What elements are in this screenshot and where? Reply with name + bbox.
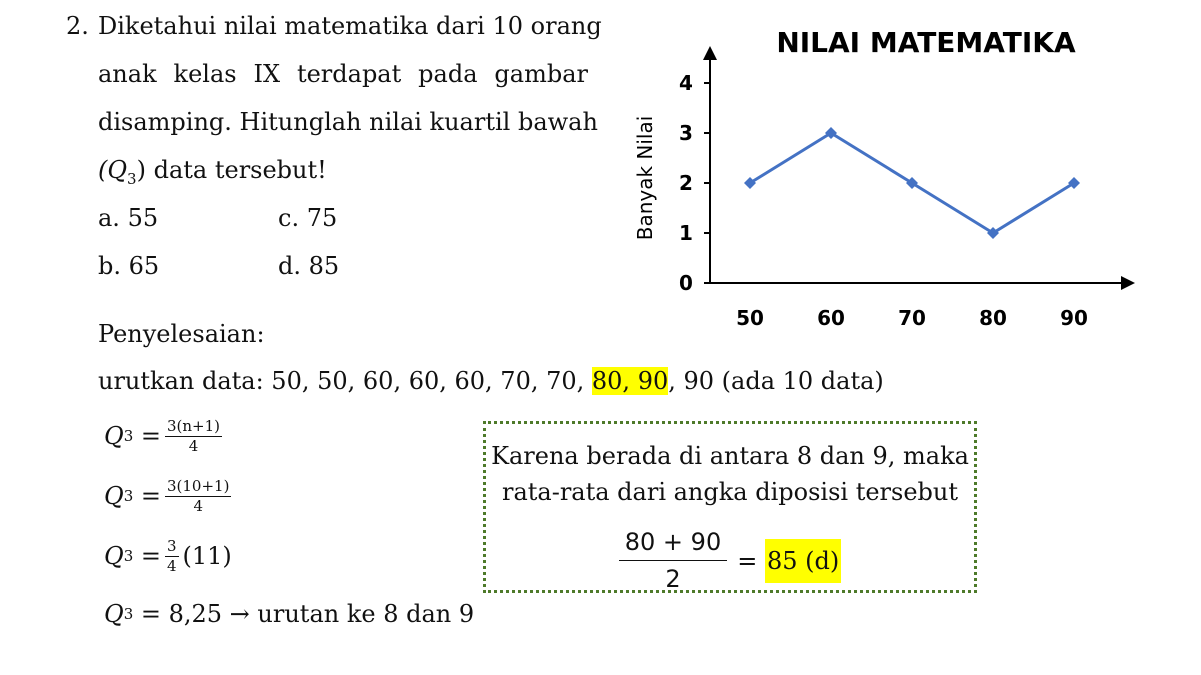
solution-heading: Penyelesaian: [98,320,265,348]
box-equals: = [737,546,758,575]
question-line-2: anak kelas IX terdapat pada gambar [98,60,588,88]
y-tick-label: 4 [679,71,693,95]
chart-axes [703,46,1135,290]
question-line-4-rest: ) data tersebut! [136,156,327,184]
y-tick-label: 1 [679,221,693,245]
chart-ticks: 0 1 2 3 4 50 60 70 80 90 [679,71,1088,330]
line-chart: NILAI MATEMATIKA Banyak Nilai 0 1 2 3 4 50 60 7… [600,18,1140,348]
data-point-marker [906,177,918,189]
question-q-symbol: (Q3 [98,156,137,188]
x-tick-label: 90 [1060,306,1088,330]
chart-svg: NILAI MATEMATIKA Banyak Nilai 0 1 2 3 4 50 60 7… [633,26,1135,330]
sorted-data-highlight: 80, 90 [591,367,669,395]
explanation-box: Karena berada di antara 8 dan 9, maka ra… [483,421,977,593]
box-answer: 85 (d) [764,538,842,583]
y-tick-label: 0 [679,271,693,295]
x-tick-label: 70 [898,306,926,330]
data-point-marker [1068,177,1080,189]
y-tick-label: 3 [679,121,693,145]
eq3-rest: (11) [182,542,232,570]
question-line-1: Diketahui nilai matematika dari 10 orang [98,12,602,40]
question-line-4: (Q3) data tersebut! [98,156,327,188]
chart-series [744,127,1080,239]
data-point-marker [744,177,756,189]
box-frac-denominator: 2 [665,565,681,593]
x-tick-label: 80 [979,306,1007,330]
question-number: 2. [66,12,89,40]
box-line-1: Karena berada di antara 8 dan 9, maka [491,442,969,470]
sorted-data-line: urutkan data: 50, 50, 60, 60, 60, 70, 70… [98,367,884,395]
data-point-marker [825,127,837,139]
eq2-numerator: 3(10+1) [164,477,232,497]
sorted-data-suffix: , 90 (ada 10 data) [668,367,884,395]
sorted-data-prefix: urutkan data: 50, 50, 60, 60, 60, 70, 70… [98,367,592,395]
chart-title: NILAI MATEMATIKA [776,26,1076,59]
x-tick-label: 60 [817,306,845,330]
question-line-3: disamping. Hitunglah nilai kuartil bawah [98,108,598,136]
y-tick-label: 2 [679,171,693,195]
x-axis-arrow [1121,276,1135,290]
box-line-2: rata-rata dari angka diposisi tersebut [501,478,959,506]
box-equation: 80 + 90 2 = 85 (d) [486,528,974,593]
eq3-denominator: 4 [166,556,177,575]
option-b: b. 65 [98,252,160,280]
box-frac-numerator: 80 + 90 [618,528,728,561]
eq4-rest: = 8,25 → urutan ke 8 dan 9 [140,600,475,628]
eq1-numerator: 3(n+1) [164,417,223,437]
y-axis-arrow [703,46,717,60]
option-c: c. 75 [278,204,338,232]
eq1-denominator: 4 [188,436,199,455]
x-tick-label: 50 [736,306,764,330]
option-d: d. 85 [278,252,340,280]
eq2-denominator: 4 [193,496,203,515]
eq3-numerator: 3 [164,537,179,557]
option-a: a. 55 [98,204,159,232]
chart-y-axis-label: Banyak Nilai [633,116,657,241]
data-point-marker [987,227,999,239]
